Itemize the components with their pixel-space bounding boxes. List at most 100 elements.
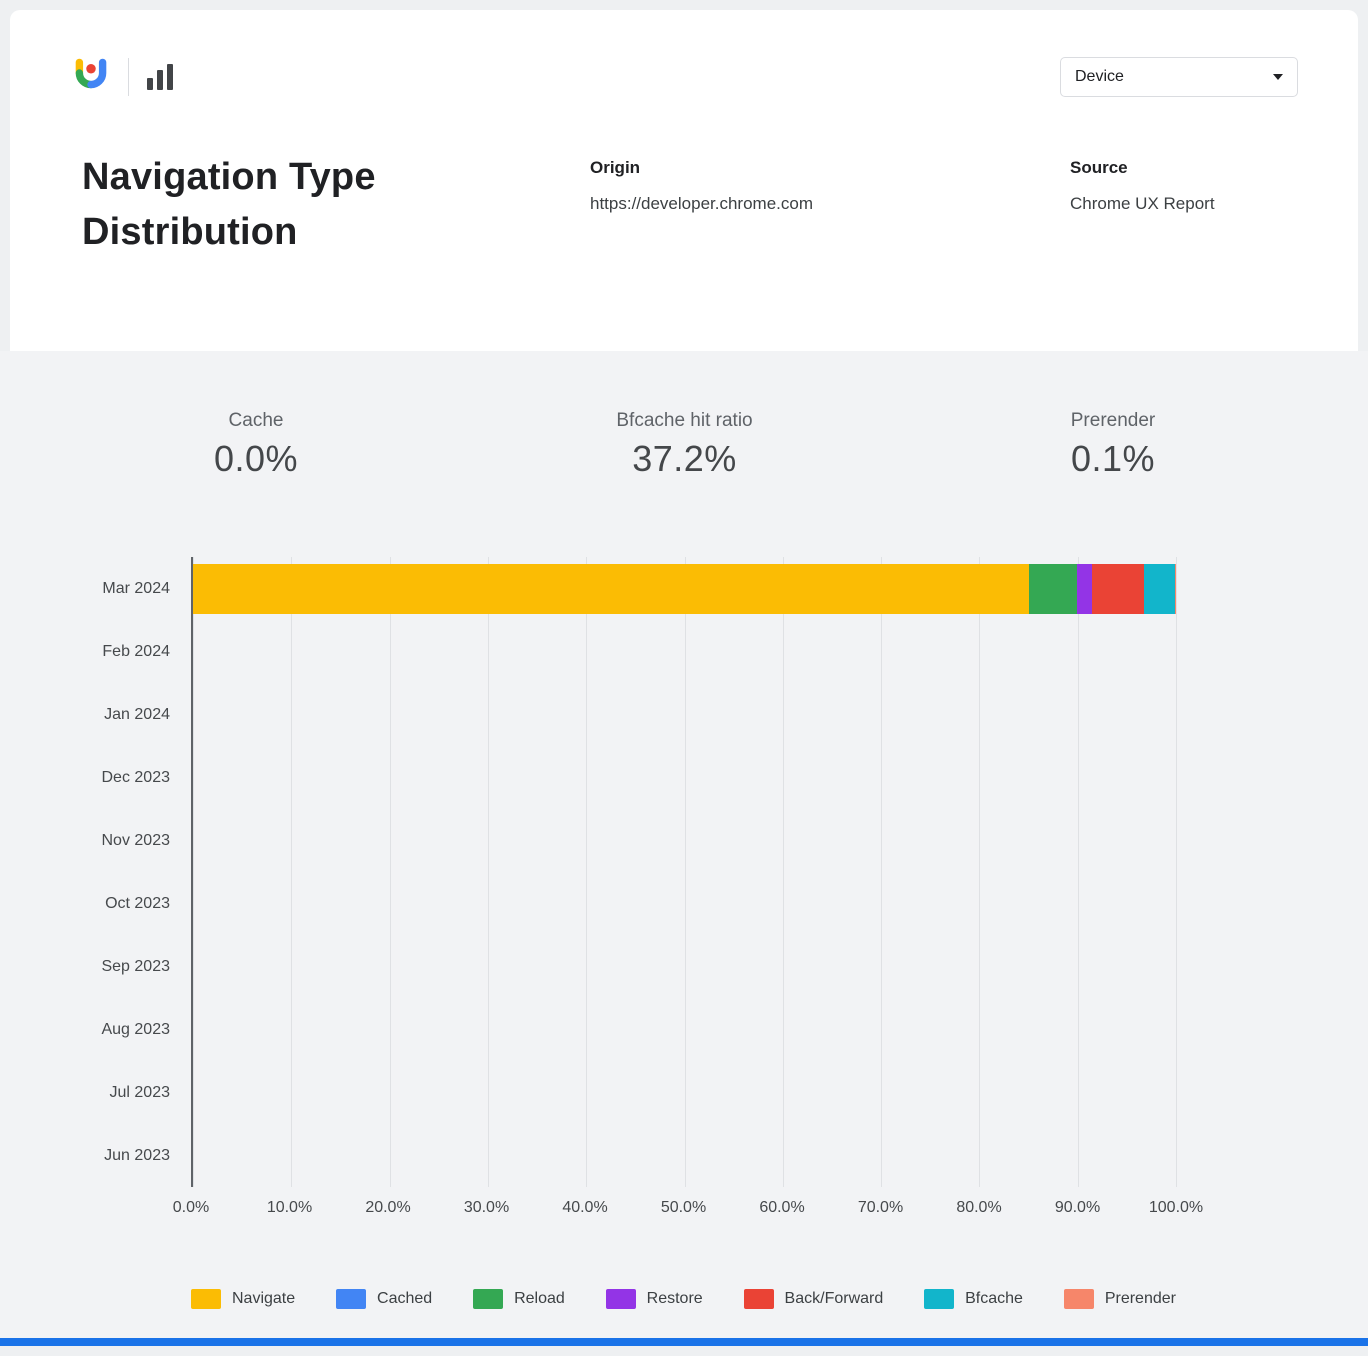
stacked-bar-chart: Mar 2024 Feb 2024 Jan 2024 Dec 2023 Nov 2023… <box>0 557 1368 1239</box>
y-axis-label: Jun 2023 <box>104 1146 170 1164</box>
legend-swatch <box>191 1289 221 1309</box>
chart-row <box>193 1061 1176 1124</box>
x-axis-label: 90.0% <box>1054 1199 1101 1216</box>
stacked-bar <box>193 942 1176 992</box>
report-header-card: Device Navigation Type Distribution Orig… <box>10 10 1358 351</box>
kpi-cache-label: Cache <box>228 410 284 431</box>
gridline <box>684 557 686 1187</box>
chart-row <box>193 557 1176 620</box>
y-axis-label: Aug 2023 <box>101 1020 170 1038</box>
legend-swatch <box>473 1289 504 1309</box>
stacked-bar <box>193 1131 1176 1181</box>
kpi-cache-value: 0.0% <box>213 438 299 479</box>
legend-item-prerender: Prerender <box>1063 1289 1176 1309</box>
legend-label: Navigate <box>232 1290 296 1307</box>
bar-segment-navigate[interactable] <box>193 563 1029 614</box>
legend-swatch <box>336 1289 367 1309</box>
bar-segment-back-forward[interactable] <box>1092 563 1144 614</box>
legend-label: Prerender <box>1104 1290 1176 1307</box>
x-axis-label: 50.0% <box>660 1199 707 1216</box>
gridline <box>586 557 588 1187</box>
y-axis-labels: Mar 2024 Feb 2024 Jan 2024 Dec 2023 Nov 2023… <box>0 557 191 1239</box>
device-dropdown[interactable]: Device <box>1060 56 1298 97</box>
legend-item-reload: Reload <box>473 1289 565 1309</box>
bar-segment-bfcache[interactable] <box>1143 563 1175 614</box>
x-axis-label: 40.0% <box>562 1199 608 1216</box>
legend-swatch <box>743 1289 774 1309</box>
stacked-bar <box>193 1005 1176 1055</box>
chart-row <box>193 1124 1176 1187</box>
crux-logo-icon <box>72 55 110 98</box>
legend-label: Back/Forward <box>784 1290 884 1307</box>
gridline <box>881 557 883 1187</box>
gridline <box>1077 557 1079 1187</box>
plot-wrap: 0.0% 10.0% 20.0% 30.0% 40.0% 50.0% 60.0% 70.0% 8… <box>173 557 1203 1239</box>
x-axis-label: 60.0% <box>759 1199 805 1216</box>
legend-item-back-forward: Back/Forward <box>743 1289 884 1309</box>
legend-swatch <box>924 1289 955 1309</box>
chart-section: Cache 0.0% Bfcache hit ratio 37.2% Prere… <box>0 351 1368 1338</box>
bar-segment-restore[interactable] <box>1076 563 1093 614</box>
kpi-row: Cache 0.0% Bfcache hit ratio 37.2% Prere… <box>0 351 1368 480</box>
chart-row <box>193 683 1176 746</box>
chevron-down-icon <box>1273 73 1283 80</box>
origin-value: https://developer.chrome.com <box>590 194 814 213</box>
gridline <box>193 557 194 1187</box>
legend-label: Cached <box>377 1290 433 1307</box>
header-row: Device <box>10 10 1358 98</box>
y-axis-label: Nov 2023 <box>101 831 171 849</box>
chart-row <box>193 935 1176 998</box>
stacked-bar <box>193 816 1176 866</box>
device-dropdown-label: Device <box>1075 67 1124 85</box>
legend-label: Bfcache <box>965 1290 1023 1307</box>
kpi-prerender-label: Prerender <box>1070 410 1156 431</box>
gridline <box>782 557 784 1187</box>
y-axis-label: Dec 2023 <box>101 768 171 786</box>
chart-row <box>193 620 1176 683</box>
y-axis-label: Oct 2023 <box>105 894 170 912</box>
legend-swatch <box>605 1289 636 1309</box>
y-axis-label: Sep 2023 <box>101 957 170 975</box>
bar-segment-reload[interactable] <box>1028 563 1077 614</box>
kpi-bfcache-label: Bfcache hit ratio <box>616 410 753 431</box>
chart-row <box>193 746 1176 809</box>
kpi-bfcache-hit-ratio: Bfcache hit ratio 37.2% <box>616 410 752 480</box>
brand-divider <box>128 57 129 96</box>
page: Device Navigation Type Distribution Orig… <box>0 10 1368 1356</box>
gridline <box>979 557 981 1187</box>
x-axis-label: 10.0% <box>266 1199 313 1216</box>
legend-label: Reload <box>514 1290 565 1307</box>
legend-item-cached: Cached <box>336 1289 432 1309</box>
kpi-bfcache-value: 37.2% <box>632 438 737 479</box>
bar-chart-icon <box>147 63 173 90</box>
title-row: Navigation Type Distribution Origin http… <box>10 98 1358 260</box>
gridline <box>1176 557 1177 1187</box>
y-axis-label: Jan 2024 <box>104 705 170 723</box>
brand <box>72 55 173 98</box>
gridline <box>487 557 489 1187</box>
gridline <box>291 557 293 1187</box>
bar-segment-prerender[interactable] <box>1174 563 1176 614</box>
source-block: Source Chrome UX Report <box>1070 150 1358 214</box>
kpi-cache: Cache 0.0% <box>191 410 321 480</box>
stacked-bar <box>193 690 1176 740</box>
chart-row <box>193 872 1176 935</box>
kpi-prerender: Prerender 0.1% <box>1048 410 1178 480</box>
source-label: Source <box>1070 158 1128 177</box>
legend-item-restore: Restore <box>605 1289 703 1309</box>
legend-item-navigate: Navigate <box>191 1289 295 1309</box>
legend-item-bfcache: Bfcache <box>924 1289 1023 1309</box>
x-axis-labels: 0.0% 10.0% 20.0% 30.0% 40.0% 50.0% 60.0% 70.0% 8… <box>173 1199 1203 1239</box>
origin-block: Origin https://developer.chrome.com <box>590 150 1070 214</box>
y-axis-label: Mar 2024 <box>102 579 170 597</box>
stacked-bar <box>193 563 1176 614</box>
legend: Navigate Cached Reload Restore Back/Forward B… <box>0 1289 1368 1309</box>
origin-label: Origin <box>590 158 641 177</box>
x-axis-label: 100.0% <box>1148 1199 1204 1216</box>
source-value: Chrome UX Report <box>1070 194 1215 213</box>
legend-swatch <box>1063 1289 1094 1309</box>
x-axis-label: 80.0% <box>956 1199 1002 1216</box>
footer-accent-bar <box>0 1338 1368 1346</box>
stacked-bar <box>193 753 1176 803</box>
stacked-bar <box>193 879 1176 929</box>
